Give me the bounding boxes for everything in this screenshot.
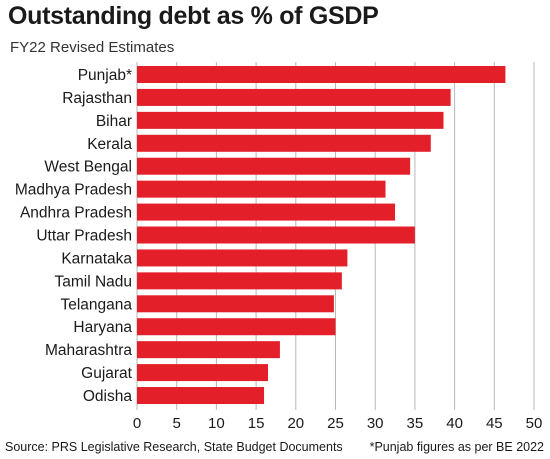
- bar: [137, 249, 348, 267]
- x-tick-label: 50: [526, 415, 543, 432]
- category-label: Madhya Pradesh: [15, 182, 132, 199]
- bar: [137, 180, 386, 198]
- category-label: Punjab*: [78, 67, 132, 84]
- footnote: *Punjab figures as per BE 2022: [369, 440, 544, 454]
- x-tick-labels: 0 5 10 15 20 25 30 35 40 45 50: [133, 415, 543, 432]
- bar: [137, 295, 334, 313]
- bar: [137, 157, 411, 175]
- category-label: Andhra Pradesh: [20, 205, 132, 222]
- bar: [137, 226, 415, 244]
- bar-chart: Punjab* Rajasthan Bihar Kerala West Bengal Ma…: [15, 62, 543, 432]
- x-tick-label: 30: [367, 415, 384, 432]
- x-tick-label: 35: [407, 415, 424, 432]
- x-tick-label: 5: [173, 415, 181, 432]
- x-tick-label: 20: [287, 415, 304, 432]
- bars: [137, 66, 506, 405]
- category-label: Maharashtra: [45, 342, 132, 359]
- bar: [137, 318, 336, 336]
- bar: [137, 364, 269, 382]
- source-note: Source: PRS Legislative Research, State …: [5, 440, 343, 454]
- x-tick-label: 15: [248, 415, 265, 432]
- category-label: Bihar: [96, 113, 132, 130]
- category-label: Karnataka: [61, 250, 132, 267]
- bar: [137, 203, 396, 221]
- category-labels: Punjab* Rajasthan Bihar Kerala West Bengal Ma…: [15, 67, 133, 405]
- bar: [137, 66, 506, 83]
- chart-title: Outstanding debt as % of GSDP: [8, 2, 379, 30]
- category-label: Uttar Pradesh: [36, 228, 132, 245]
- category-label: Rajasthan: [62, 90, 132, 107]
- bar: [137, 272, 342, 290]
- category-label: Telangana: [60, 296, 132, 313]
- x-tick-label: 25: [327, 415, 344, 432]
- x-tick-label: 10: [208, 415, 225, 432]
- category-label: Odisha: [83, 388, 132, 405]
- category-label: Haryana: [73, 319, 132, 336]
- category-label: Gujarat: [81, 365, 133, 382]
- bar: [137, 134, 431, 152]
- bar: [137, 88, 451, 106]
- chart-subtitle: FY22 Revised Estimates: [10, 39, 175, 56]
- bar: [137, 341, 280, 359]
- bar: [137, 387, 265, 405]
- category-label: Tamil Nadu: [54, 273, 132, 290]
- x-tick-label: 40: [446, 415, 463, 432]
- category-label: Kerala: [87, 136, 132, 153]
- bar: [137, 111, 444, 129]
- category-label: West Bengal: [44, 159, 132, 176]
- x-tick-label: 45: [486, 415, 503, 432]
- x-tick-label: 0: [133, 415, 141, 432]
